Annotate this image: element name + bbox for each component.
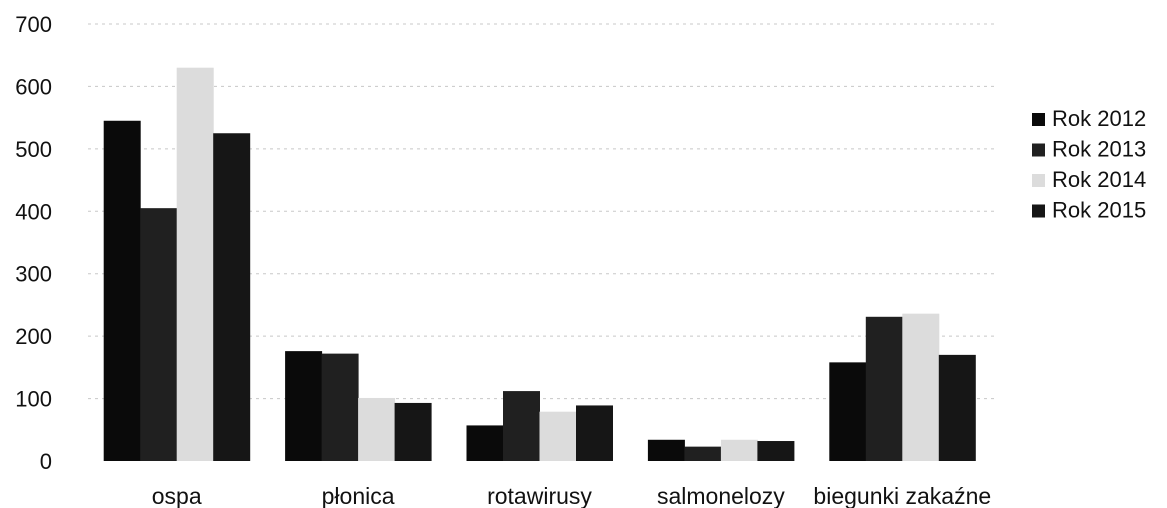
y-tick-label: 200 [15, 324, 52, 349]
bar-1 [103, 120, 141, 461]
legend-swatch [1032, 204, 1045, 218]
y-tick-label: 400 [15, 199, 52, 224]
bar-4 [757, 441, 795, 461]
y-tick-label: 300 [15, 262, 52, 287]
y-tick-label: 500 [15, 137, 52, 162]
bar-3 [176, 67, 214, 461]
legend: Rok 2012 Rok 2013 Rok 2014 Rok 2015 [1032, 106, 1146, 223]
bar-1 [829, 362, 867, 461]
y-tick-label: 100 [15, 387, 52, 412]
x-category-label: płonica [322, 483, 395, 508]
bar-3 [539, 411, 577, 461]
x-category-label: biegunki zakaźne [813, 483, 991, 508]
x-category-label: rotawirusy [487, 483, 592, 508]
bar-2 [503, 391, 540, 461]
y-tick-label: 700 [15, 12, 52, 37]
bar-1 [647, 439, 685, 461]
bar-1 [285, 351, 323, 461]
legend-swatch [1032, 174, 1045, 187]
legend-swatch [1032, 113, 1045, 126]
bar-4 [213, 133, 251, 461]
bar-2 [684, 446, 722, 461]
x-category-label: salmonelozy [657, 483, 785, 508]
y-tick-label: 0 [40, 449, 52, 474]
y-axis: 0 100 200 300 400 500 600 700 [15, 12, 52, 474]
legend-swatch [1032, 143, 1045, 157]
legend-label: Rok 2013 [1052, 137, 1146, 162]
legend-label: Rok 2012 [1052, 106, 1146, 131]
bar-1 [466, 425, 504, 461]
legend-label: Rok 2015 [1052, 198, 1146, 223]
y-tick-label: 600 [15, 74, 52, 99]
bar-2 [865, 316, 903, 461]
bar-3 [358, 397, 396, 461]
bar-3 [902, 313, 940, 461]
bar-2 [321, 353, 359, 461]
bar-4 [576, 405, 613, 461]
x-category-label: ospa [152, 483, 202, 508]
bar-2 [140, 208, 178, 461]
bar-3 [720, 439, 758, 461]
bar-4 [938, 354, 976, 461]
bars [103, 67, 976, 461]
legend-label: Rok 2014 [1052, 167, 1146, 192]
x-axis: ospa płonica rotawirusy salmonelozy biegunki… [152, 483, 991, 508]
bar-4 [394, 402, 432, 461]
